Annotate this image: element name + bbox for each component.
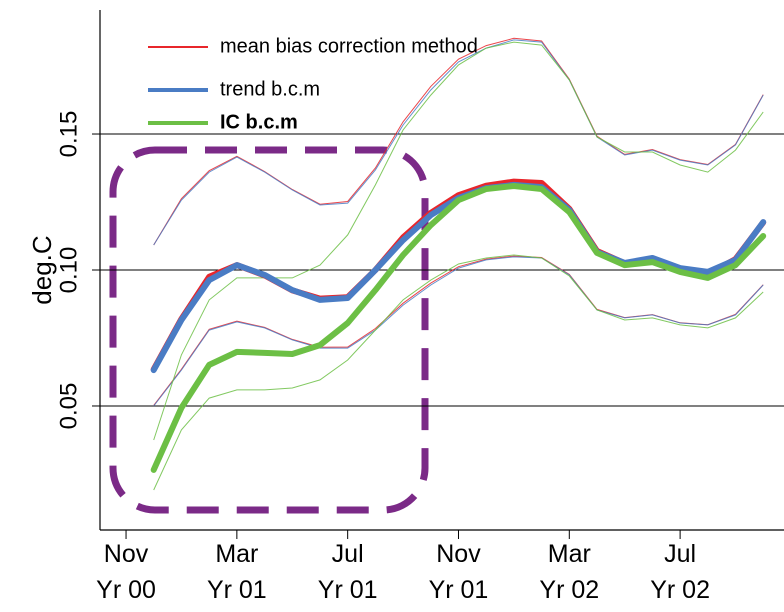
legend-label: IC b.c.m bbox=[220, 111, 298, 133]
legend-label: mean bias correction method bbox=[220, 35, 478, 57]
series-line bbox=[150, 178, 767, 373]
x-tick-label: Jul Yr 02 bbox=[650, 540, 710, 604]
band-line bbox=[153, 254, 764, 491]
y-tick-label: 0.10 bbox=[55, 247, 82, 294]
series-line bbox=[150, 183, 767, 473]
x-tick-label: Mar Yr 02 bbox=[539, 540, 600, 604]
y-axis-label: deg.C bbox=[27, 235, 57, 304]
band-line bbox=[153, 255, 764, 406]
y-tick-label: 0.15 bbox=[55, 111, 82, 158]
legend-label: trend b.c.m bbox=[220, 78, 320, 100]
band-line bbox=[153, 41, 764, 441]
x-tick-label: Jul Yr 01 bbox=[317, 540, 378, 604]
y-tick-label: 0.05 bbox=[55, 383, 82, 430]
x-tick-label: Nov Yr 00 bbox=[96, 540, 156, 604]
band-line bbox=[153, 256, 764, 407]
x-tick-label: Mar Yr 01 bbox=[206, 540, 267, 604]
highlight-box bbox=[109, 146, 429, 514]
band-line bbox=[153, 37, 764, 246]
band-line bbox=[153, 39, 764, 246]
x-tick-label: Nov Yr 01 bbox=[428, 540, 489, 604]
